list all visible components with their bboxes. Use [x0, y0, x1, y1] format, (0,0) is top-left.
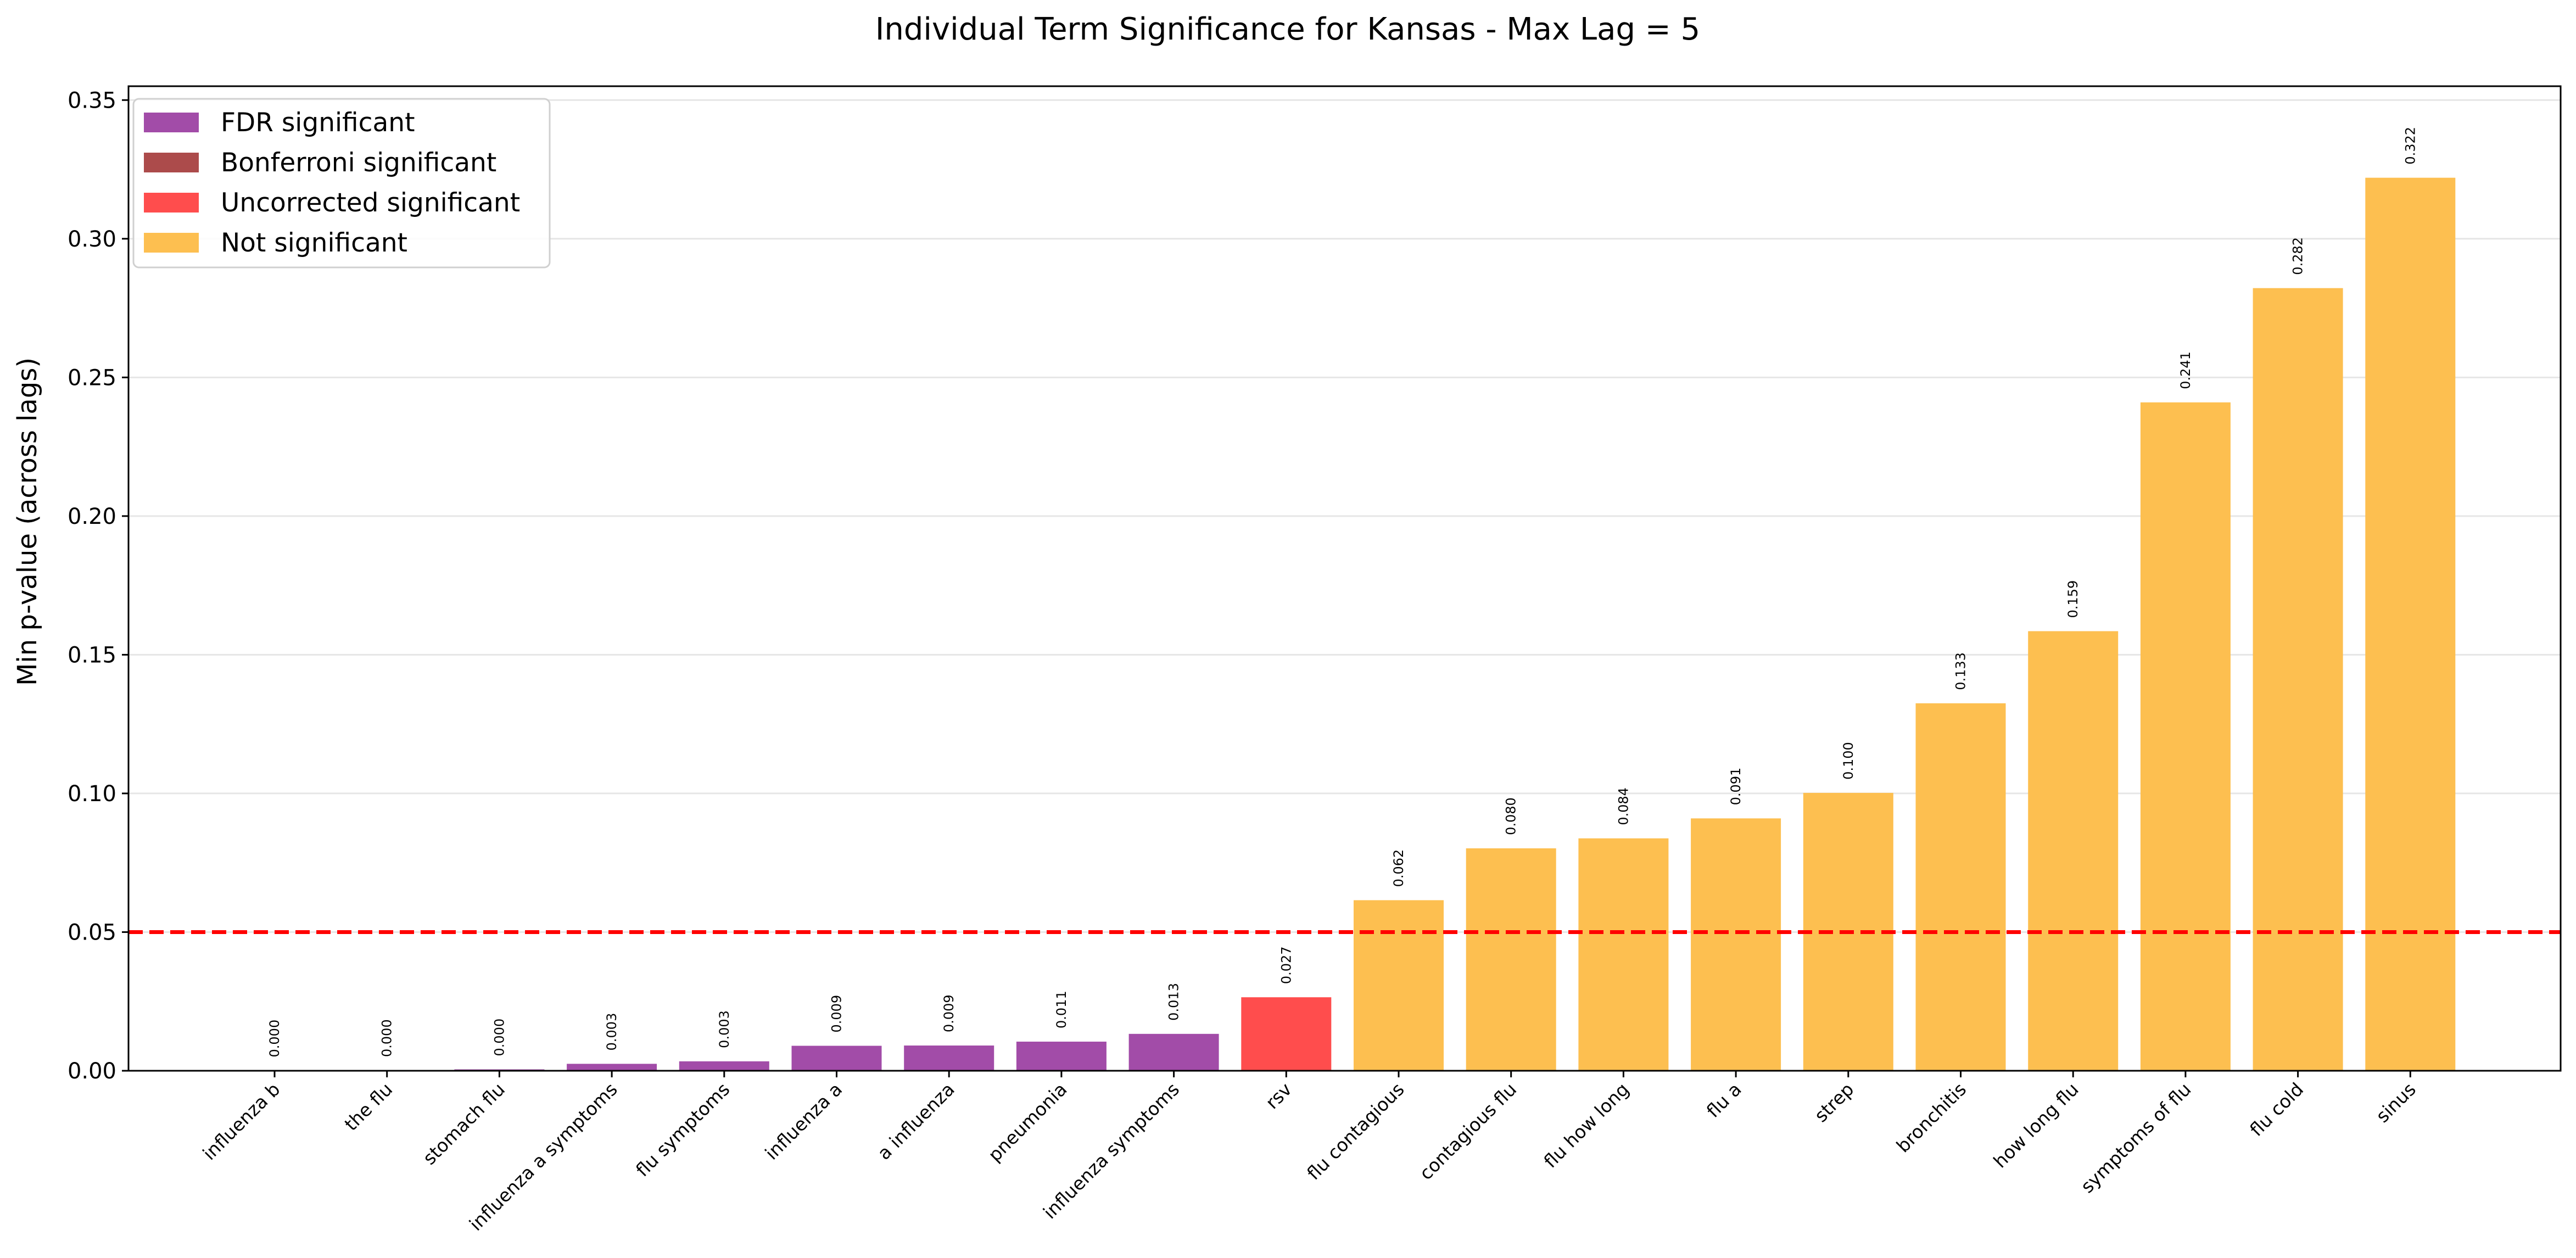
- legend-swatch: [144, 193, 199, 213]
- bar-value-label: 0.080: [1504, 797, 1519, 835]
- bar: [2365, 177, 2456, 1071]
- y-axis-label: Min p-value (across lags): [12, 357, 43, 686]
- bar: [1354, 900, 1444, 1071]
- chart-title: Individual Term Significance for Kansas …: [875, 12, 1700, 47]
- y-tick-label: 0.30: [68, 227, 116, 252]
- y-tick-label: 0.10: [68, 781, 116, 807]
- plot-frame: [127, 85, 2562, 1072]
- bar: [679, 1061, 769, 1071]
- legend-label: Bonferroni significant: [221, 148, 496, 178]
- bar-value-label: 0.282: [2290, 237, 2306, 275]
- x-tick-label: influenza b: [198, 1078, 284, 1164]
- y-tick-label: 0.15: [68, 642, 116, 668]
- legend-swatch: [144, 113, 199, 132]
- x-tick-label: flu a: [1702, 1078, 1746, 1122]
- bar-value-label: 0.133: [1953, 652, 1969, 690]
- x-tick-label: strep: [1810, 1078, 1858, 1126]
- y-tick-label: 0.35: [68, 88, 116, 113]
- bar-value-label: 0.000: [379, 1019, 395, 1057]
- bar-value-label: 0.027: [1278, 946, 1294, 984]
- legend-swatch: [144, 153, 199, 172]
- bar: [904, 1045, 994, 1071]
- x-tick-label: flu how long: [1540, 1078, 1633, 1172]
- x-tick-label: rsv: [1261, 1078, 1296, 1113]
- bar: [1241, 997, 1332, 1071]
- bar: [1691, 818, 1781, 1071]
- bar-value-label: 0.062: [1391, 849, 1406, 887]
- bar-value-label: 0.009: [941, 994, 957, 1032]
- legend-label: Not significant: [221, 228, 407, 258]
- y-tick-label: 0.05: [68, 920, 116, 945]
- bar: [1915, 703, 2006, 1071]
- legend-label: FDR significant: [221, 108, 415, 138]
- bar-value-label: 0.241: [2178, 351, 2193, 389]
- y-tick-label: 0.25: [68, 365, 116, 390]
- x-tick-label: symptoms of flu: [2076, 1078, 2195, 1197]
- bar-value-label: 0.003: [717, 1010, 732, 1048]
- bar-value-label: 0.000: [267, 1020, 282, 1058]
- x-tick-label: pneumonia: [984, 1078, 1071, 1166]
- x-tick-label: how long flu: [1989, 1078, 2082, 1172]
- x-tick-label: sinus: [2372, 1078, 2420, 1127]
- bar-value-label: 0.322: [2402, 127, 2418, 165]
- legend-label: Uncorrected significant: [221, 188, 520, 218]
- bar-value-label: 0.011: [1054, 991, 1069, 1028]
- x-tick-label: flu symptoms: [632, 1078, 734, 1181]
- bar-value-label: 0.084: [1616, 787, 1631, 825]
- bar: [567, 1064, 657, 1071]
- bar: [2028, 631, 2119, 1071]
- x-tick-label: influenza a: [761, 1078, 846, 1164]
- bar-value-label: 0.013: [1166, 983, 1182, 1021]
- bar-value-label: 0.159: [2065, 580, 2081, 618]
- bar: [2253, 288, 2343, 1071]
- legend-box: [132, 98, 551, 269]
- bar-value-label: 0.009: [829, 995, 845, 1033]
- bar-value-label: 0.003: [604, 1013, 619, 1051]
- x-tick-label: the flu: [340, 1078, 397, 1135]
- x-tick-label: contagious flu: [1415, 1078, 1521, 1184]
- legend-swatch: [144, 233, 199, 253]
- bar-value-label: 0.091: [1728, 768, 1744, 806]
- bar-value-label: 0.100: [1841, 742, 1856, 780]
- x-tick-label: bronchitis: [1892, 1078, 1970, 1156]
- bar: [1578, 838, 1669, 1071]
- bar: [1466, 848, 1556, 1071]
- x-tick-label: stomach flu: [418, 1078, 509, 1169]
- x-tick-label: flu cold: [2245, 1078, 2307, 1140]
- y-tick-label: 0.00: [68, 1059, 116, 1084]
- bar: [1128, 1033, 1219, 1071]
- bar: [1016, 1041, 1107, 1071]
- x-tick-label: a influenza: [873, 1078, 959, 1164]
- bar-value-label: 0.000: [491, 1019, 507, 1056]
- plot-area: 0.00 0.05 0.10 0.15 0.20 0.25 0.30 0.35 0.000 inf…: [68, 85, 2562, 1235]
- bar: [2140, 402, 2231, 1071]
- y-tick-label: 0.20: [68, 504, 116, 529]
- x-tick-label: flu contagious: [1303, 1078, 1408, 1184]
- bar: [791, 1045, 882, 1071]
